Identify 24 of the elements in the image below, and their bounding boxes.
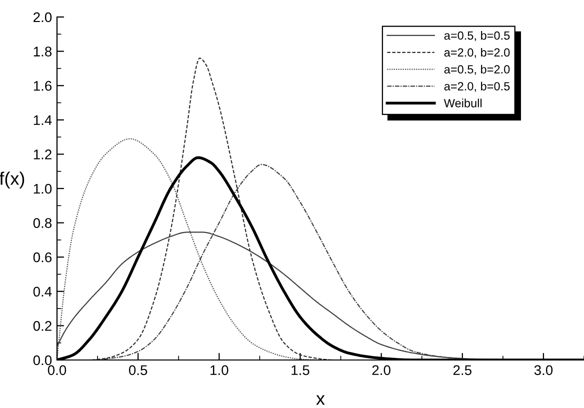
y-tick-label: 0.4 (33, 286, 52, 297)
x-tick-label: 2.5 (453, 365, 472, 376)
y-tick-label: 1.2 (34, 150, 52, 160)
text: 0.0 (33, 355, 52, 366)
y-tick-label: 1.4 (34, 115, 52, 125)
y-tick-label: 1.6 (34, 80, 52, 91)
text: 1.0 (34, 184, 52, 194)
y-tick-label: 0.8 (33, 218, 52, 228)
y-tick-label: 1.8 (34, 46, 52, 56)
y-tick-label: 0.6 (33, 252, 52, 262)
text: 1.0 (210, 365, 228, 376)
text: 3.0 (534, 365, 553, 376)
legend-label: a=0.5, b=0.5 (444, 31, 510, 42)
text: 2.0 (372, 365, 390, 376)
legend-label: a=0.5, b=2.0 (444, 64, 510, 75)
text: 0.0 (48, 365, 66, 376)
x-tick-label: 1.5 (292, 365, 310, 376)
x-tick-label: 0.5 (128, 365, 148, 376)
legend-label: a=2.0, b=0.5 (444, 82, 510, 92)
text: 2.0 (34, 12, 52, 22)
y-tick-label: 0.2 (33, 321, 52, 331)
legend-label: Weibull (444, 98, 482, 108)
legend-label: a=2.0, b=2.0 (444, 48, 510, 58)
x-axis-title: x (316, 395, 325, 405)
